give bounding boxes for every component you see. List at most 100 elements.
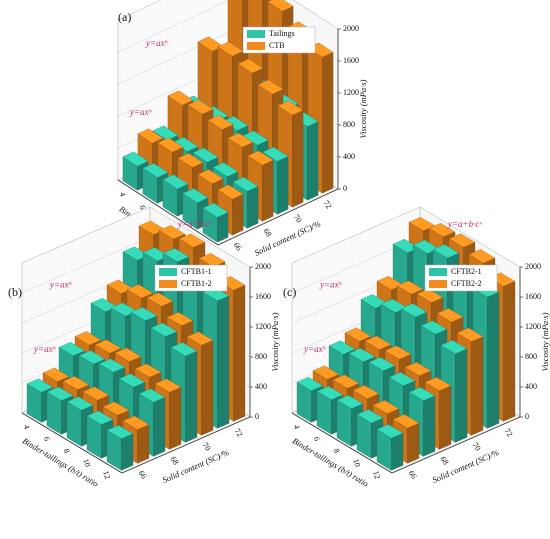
y-tick-label: 72 bbox=[322, 199, 334, 211]
z-tick-label: 0 bbox=[343, 184, 347, 193]
bar-top bbox=[162, 174, 189, 190]
bar-top bbox=[416, 288, 444, 303]
bar-top bbox=[336, 395, 364, 409]
bar-top bbox=[106, 425, 134, 439]
bar-top bbox=[154, 378, 182, 393]
bar bbox=[202, 202, 229, 243]
z-tick-label: 1600 bbox=[255, 292, 271, 301]
bar-top bbox=[62, 376, 90, 390]
bar-top bbox=[46, 386, 74, 401]
bar-side bbox=[439, 385, 452, 450]
bar-top bbox=[332, 374, 360, 389]
bar-side bbox=[185, 350, 198, 443]
bar-top bbox=[267, 0, 294, 12]
bar-top bbox=[344, 327, 372, 342]
bar-top bbox=[428, 223, 456, 237]
z-axis-title: Viscosity (mPa·s) bbox=[358, 79, 368, 138]
bar-top bbox=[197, 169, 224, 184]
x-tick-label: 6 bbox=[42, 435, 52, 442]
bar bbox=[336, 395, 364, 447]
x-tick-label: 10 bbox=[81, 458, 92, 469]
bar-top bbox=[392, 414, 420, 429]
x-tick-label: 4 bbox=[292, 423, 302, 430]
bar-side bbox=[455, 348, 468, 443]
legend-label: Tailings bbox=[269, 29, 295, 38]
bar-top bbox=[232, 176, 259, 192]
z-tick-label: 2000 bbox=[255, 262, 271, 271]
z-tick-label: 1600 bbox=[525, 292, 541, 301]
bar-top bbox=[157, 137, 184, 153]
z-tick-label: 0 bbox=[525, 412, 529, 421]
bar-top bbox=[178, 233, 206, 248]
y-axis bbox=[121, 416, 251, 474]
bar-top bbox=[448, 233, 476, 248]
bar-top bbox=[440, 340, 468, 354]
bar-top bbox=[152, 125, 179, 141]
bar-side bbox=[307, 121, 319, 201]
bar-top bbox=[436, 308, 464, 323]
bar-top bbox=[66, 396, 94, 411]
x-tick-label: 6 bbox=[312, 435, 322, 442]
legend-swatch bbox=[159, 268, 177, 276]
panel-label: (a) bbox=[118, 10, 131, 24]
z-tick-label: 400 bbox=[255, 382, 267, 391]
panel-label: (b) bbox=[8, 285, 22, 299]
bar-top bbox=[82, 386, 110, 401]
annotation: y=axᵇ bbox=[145, 38, 168, 48]
y-tick-label: 66 bbox=[407, 469, 419, 481]
z-tick-label: 1200 bbox=[343, 88, 359, 97]
x-axis bbox=[117, 179, 219, 246]
bar-top bbox=[170, 342, 198, 357]
bar-top bbox=[150, 322, 178, 337]
x-tick-label: 12 bbox=[101, 470, 112, 481]
bar-side bbox=[262, 159, 274, 222]
bar-side bbox=[217, 212, 229, 243]
bar-top bbox=[212, 162, 239, 177]
bar-top bbox=[296, 377, 324, 391]
bar-top bbox=[468, 249, 496, 264]
bar-top bbox=[158, 225, 186, 240]
legend-swatch bbox=[429, 280, 447, 288]
bar-top bbox=[26, 378, 54, 393]
bar-top bbox=[86, 410, 114, 425]
z-tick-label: 400 bbox=[525, 382, 537, 391]
bar-side bbox=[292, 109, 304, 208]
y-axis bbox=[391, 416, 521, 474]
y-tick-label: 66 bbox=[232, 241, 244, 253]
bar-top bbox=[122, 415, 150, 430]
bar-top bbox=[432, 244, 460, 259]
bar-top bbox=[186, 331, 214, 346]
bar-side bbox=[217, 295, 230, 429]
bar-top bbox=[182, 188, 209, 203]
annotation: y=a+b·cˣ bbox=[447, 219, 482, 229]
x-tick-label: 6 bbox=[138, 204, 148, 210]
bar-top bbox=[192, 147, 219, 163]
legend-label: CFTB1-2 bbox=[181, 279, 212, 288]
bar-side bbox=[487, 291, 500, 429]
y-tick-label: 70 bbox=[292, 213, 304, 225]
bar-side bbox=[121, 433, 134, 471]
x-tick-label: 10 bbox=[351, 458, 362, 469]
bar-top bbox=[388, 372, 416, 386]
bar-top bbox=[74, 331, 102, 346]
bar-top bbox=[384, 345, 412, 360]
grid-line bbox=[21, 206, 251, 268]
bar-top bbox=[257, 79, 284, 95]
bar-top bbox=[142, 163, 169, 178]
bar-top bbox=[177, 153, 204, 168]
z-tick-label: 800 bbox=[343, 120, 355, 129]
z-tick-label: 1200 bbox=[255, 322, 271, 331]
z-tick-label: 800 bbox=[525, 352, 537, 361]
x-tick-label: 8 bbox=[332, 447, 342, 454]
y-axis-title: Solid content (SC)/% bbox=[431, 447, 501, 485]
annotation: y=axᵇ bbox=[33, 344, 56, 354]
bar-top bbox=[352, 385, 380, 399]
x-axis bbox=[291, 412, 393, 474]
bar-top bbox=[348, 348, 376, 362]
annotation: y=axᵇ bbox=[129, 107, 152, 117]
x-axis bbox=[21, 412, 123, 474]
bar-side bbox=[137, 424, 150, 464]
bar-top bbox=[166, 312, 194, 326]
bar-top bbox=[94, 339, 122, 354]
